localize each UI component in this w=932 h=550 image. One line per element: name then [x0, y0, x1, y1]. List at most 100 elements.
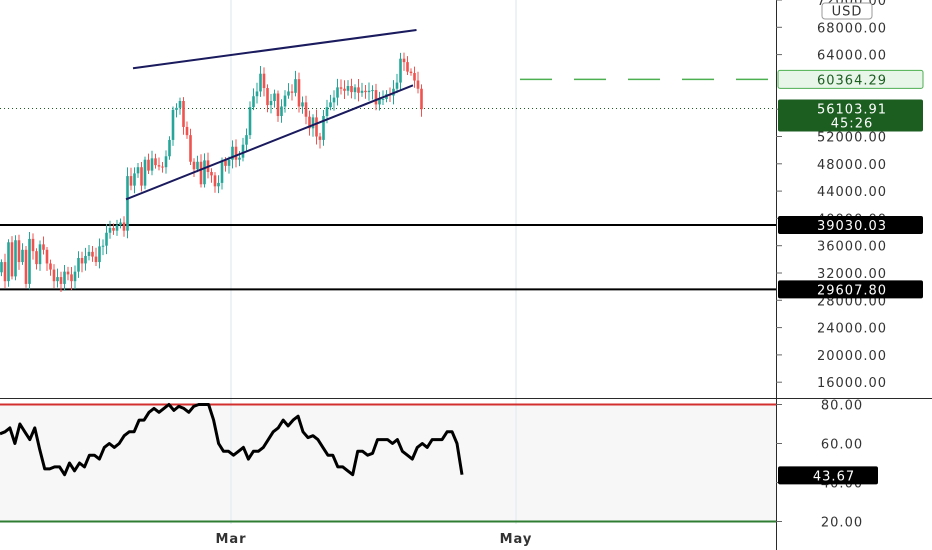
candle-body [189, 135, 192, 162]
candle-body [318, 136, 322, 140]
price-axis-label: 48000.00 [817, 158, 887, 173]
candle [416, 71, 420, 94]
candle [14, 235, 17, 281]
candle [413, 66, 416, 88]
candle-body [329, 102, 332, 108]
candle [343, 80, 346, 99]
candle-body [255, 91, 259, 97]
candle [157, 157, 161, 171]
indicator-axis-label: 80.00 [821, 399, 863, 414]
date-label-may: May [500, 532, 533, 547]
candle-body [245, 135, 248, 145]
resistance-price-tag[interactable] [778, 216, 923, 235]
candle-body [287, 91, 290, 96]
candle [245, 128, 248, 152]
last-price-tag[interactable] [778, 99, 923, 132]
candle-body [101, 245, 105, 247]
candle [63, 264, 66, 291]
candle [129, 167, 133, 191]
candle-body [367, 90, 371, 93]
candle [402, 52, 406, 71]
support-price-tag[interactable] [778, 280, 923, 299]
candle-body [31, 238, 35, 252]
candle [168, 136, 171, 160]
candle [56, 268, 59, 288]
candle [84, 247, 87, 271]
candle [133, 167, 136, 194]
candle-body [203, 160, 206, 185]
candle-body [297, 79, 301, 107]
candle [318, 132, 322, 149]
candle-body [346, 85, 350, 91]
candle-body [182, 101, 185, 127]
price-axis-label: 36000.00 [817, 240, 887, 255]
indicator-value-text: 43.67 [813, 469, 855, 484]
candle [140, 162, 143, 192]
candle-body [14, 240, 17, 277]
candle-body [336, 87, 339, 98]
candle [294, 70, 297, 97]
candle-body [308, 116, 311, 129]
price-levels-layer [0, 78, 776, 291]
candle-body [115, 225, 119, 231]
candle-body [126, 176, 129, 231]
candle [126, 167, 129, 239]
candle-body [259, 73, 262, 92]
candle-body [98, 246, 101, 263]
candle-body [129, 176, 133, 186]
candle-body [143, 159, 147, 186]
candle-body [273, 93, 276, 102]
candle [91, 246, 94, 262]
candle-body [24, 249, 28, 284]
candle-body [262, 73, 266, 89]
candle [287, 83, 290, 99]
candle-body [353, 87, 357, 93]
indicator-value-tag[interactable] [778, 466, 878, 485]
candle [3, 253, 7, 289]
date-label-mar: Mar [215, 532, 246, 547]
candle-body [231, 146, 234, 160]
wedge-upper-trendline[interactable] [132, 29, 417, 70]
candle [70, 266, 73, 291]
candle [28, 232, 31, 290]
candle-body [371, 90, 374, 92]
currency-badge[interactable] [821, 2, 873, 20]
indicator-band-fill [0, 405, 776, 521]
price-axis-label: 68000.00 [817, 21, 887, 36]
candle [399, 52, 402, 90]
candle [7, 239, 10, 287]
candle-body [122, 222, 126, 231]
candle-body [56, 277, 59, 282]
candle [283, 90, 287, 113]
candle [87, 244, 91, 261]
candle-body [406, 62, 409, 72]
candle-body [304, 102, 308, 117]
wedge-layer[interactable] [125, 29, 417, 201]
candle [290, 84, 294, 101]
target-price-tag-text: 60364.29 [817, 73, 887, 88]
price-axis-label: 20000.00 [817, 349, 887, 364]
last-price-tag-text: 56103.91 [817, 102, 887, 117]
candle-body [294, 79, 297, 93]
candle [304, 95, 308, 125]
candle [273, 89, 276, 108]
candle [45, 247, 49, 271]
candle [406, 56, 409, 76]
candle [189, 128, 192, 165]
candle-body [220, 160, 224, 183]
candle [164, 150, 168, 174]
candle-body [217, 182, 220, 187]
candle [66, 266, 70, 281]
candle-body [28, 238, 31, 284]
target-price-tag[interactable] [777, 69, 924, 89]
candle [241, 137, 245, 162]
candle-body [21, 249, 24, 263]
candle-body [350, 85, 353, 93]
wedge-lower-trendline[interactable] [125, 84, 414, 201]
candle-body [7, 242, 10, 282]
price-axis-label: 16000.00 [817, 376, 887, 391]
candle [178, 97, 182, 115]
candle [52, 264, 56, 288]
